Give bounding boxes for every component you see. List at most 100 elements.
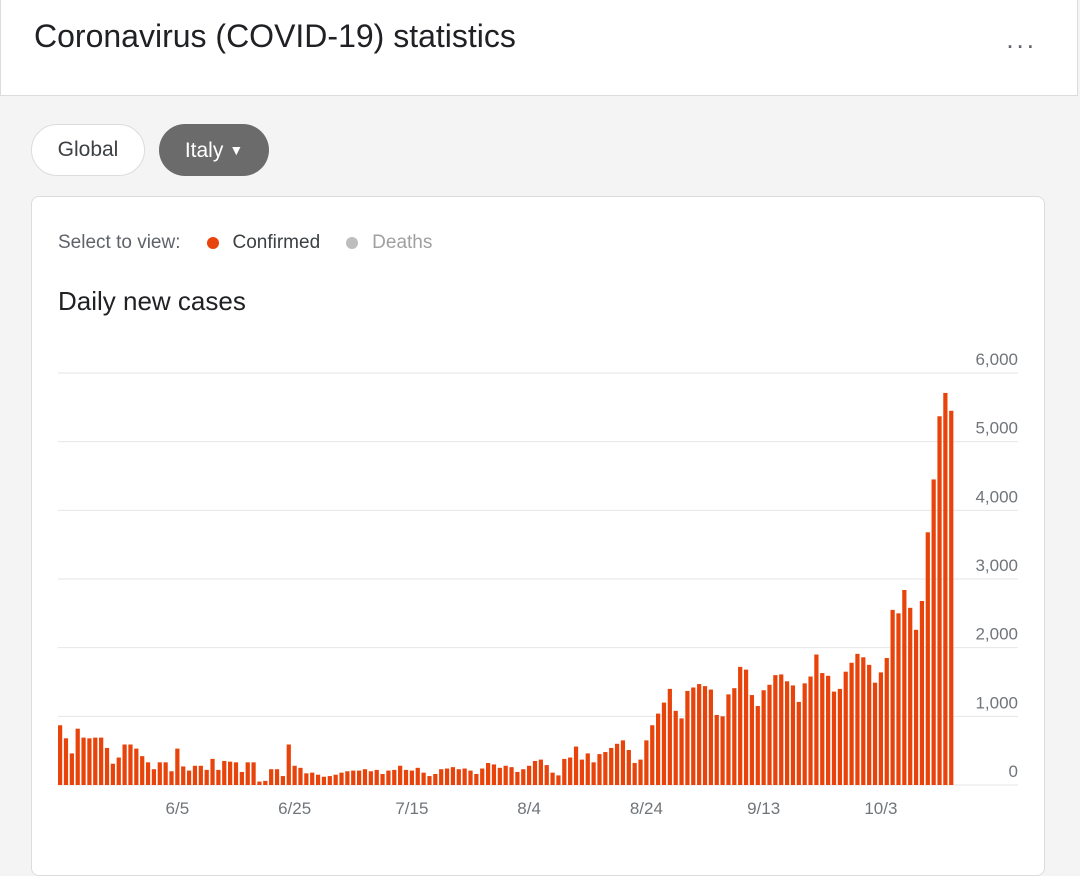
bar[interactable] <box>157 762 162 785</box>
bar[interactable] <box>820 673 825 785</box>
bar[interactable] <box>75 728 80 785</box>
bar[interactable] <box>673 710 678 785</box>
bar[interactable] <box>286 744 291 785</box>
bar[interactable] <box>790 685 796 785</box>
region-dropdown[interactable]: Italy ▼ <box>159 124 269 176</box>
bar[interactable] <box>310 772 315 785</box>
bar[interactable] <box>878 672 883 785</box>
bar[interactable] <box>140 756 145 785</box>
bar[interactable] <box>867 664 872 785</box>
bar[interactable] <box>650 725 655 785</box>
bar[interactable] <box>409 770 414 785</box>
bar[interactable] <box>896 613 901 785</box>
bar[interactable] <box>216 769 221 785</box>
bar[interactable] <box>351 770 356 785</box>
bar[interactable] <box>151 769 157 785</box>
bar[interactable] <box>562 758 567 785</box>
bar[interactable] <box>58 725 63 785</box>
bar[interactable] <box>104 747 110 785</box>
bar[interactable] <box>784 681 790 785</box>
bar[interactable] <box>609 747 614 785</box>
bar[interactable] <box>843 671 848 785</box>
bar[interactable] <box>761 690 766 785</box>
bar[interactable] <box>198 765 203 785</box>
bar[interactable] <box>685 690 690 785</box>
bar[interactable] <box>87 738 92 785</box>
bar[interactable] <box>538 759 543 785</box>
bar[interactable] <box>644 740 649 785</box>
bar[interactable] <box>661 702 667 785</box>
bar[interactable] <box>826 675 831 785</box>
bar[interactable] <box>321 776 327 785</box>
bar[interactable] <box>872 682 878 785</box>
bar[interactable] <box>81 737 86 785</box>
bar[interactable] <box>480 768 485 785</box>
bar[interactable] <box>656 713 661 785</box>
bar[interactable] <box>392 769 397 785</box>
bar[interactable] <box>222 760 227 785</box>
bar[interactable] <box>779 674 784 785</box>
bar[interactable] <box>632 763 637 785</box>
confirmed-option[interactable]: Confirmed <box>206 232 320 254</box>
bar[interactable] <box>333 774 338 785</box>
bar[interactable] <box>497 767 502 785</box>
bar[interactable] <box>714 714 719 785</box>
bar[interactable] <box>626 749 631 785</box>
bar[interactable] <box>186 770 192 785</box>
bar[interactable] <box>802 683 807 785</box>
bar[interactable] <box>450 767 456 785</box>
bar[interactable] <box>485 763 491 785</box>
bar[interactable] <box>638 759 643 785</box>
bar[interactable] <box>738 666 743 785</box>
bar[interactable] <box>280 776 285 785</box>
bar[interactable] <box>403 769 409 785</box>
bar[interactable] <box>515 771 520 785</box>
bar[interactable] <box>620 740 626 785</box>
bar[interactable] <box>433 774 438 785</box>
bar[interactable] <box>509 767 514 785</box>
bar[interactable] <box>943 392 948 785</box>
bar[interactable] <box>521 769 526 785</box>
bar[interactable] <box>175 748 180 785</box>
bar[interactable] <box>697 684 702 785</box>
bar[interactable] <box>228 761 233 785</box>
bar[interactable] <box>679 718 684 785</box>
bar[interactable] <box>949 410 954 785</box>
bar[interactable] <box>667 688 672 785</box>
bar[interactable] <box>269 769 274 785</box>
bar[interactable] <box>181 766 186 785</box>
bar[interactable] <box>550 772 555 785</box>
bar[interactable] <box>614 743 620 785</box>
bar[interactable] <box>298 767 303 785</box>
bar[interactable] <box>210 758 215 785</box>
bar[interactable] <box>439 769 444 785</box>
bar[interactable] <box>532 760 538 785</box>
bar[interactable] <box>415 767 420 785</box>
bar[interactable] <box>755 706 760 785</box>
bar[interactable] <box>444 768 450 785</box>
bar[interactable] <box>720 716 725 785</box>
bar[interactable] <box>884 657 889 785</box>
more-options-icon[interactable]: ... <box>1006 24 1037 54</box>
bar[interactable] <box>63 738 69 785</box>
bar[interactable] <box>937 416 942 785</box>
bar[interactable] <box>421 772 426 785</box>
bar[interactable] <box>808 676 813 785</box>
bar[interactable] <box>527 765 532 785</box>
bar[interactable] <box>69 753 74 785</box>
bar[interactable] <box>925 532 930 785</box>
bar[interactable] <box>386 770 391 785</box>
bar[interactable] <box>204 769 209 785</box>
bar[interactable] <box>908 607 913 785</box>
bar[interactable] <box>902 589 907 785</box>
bar[interactable] <box>597 754 602 785</box>
bar[interactable] <box>110 763 115 785</box>
bar[interactable] <box>743 669 749 785</box>
bar[interactable] <box>474 774 479 785</box>
bar[interactable] <box>585 753 590 785</box>
bar[interactable] <box>726 694 731 785</box>
bar[interactable] <box>339 772 344 785</box>
bar[interactable] <box>503 765 508 785</box>
bar[interactable] <box>573 746 579 785</box>
bar[interactable] <box>890 609 895 785</box>
